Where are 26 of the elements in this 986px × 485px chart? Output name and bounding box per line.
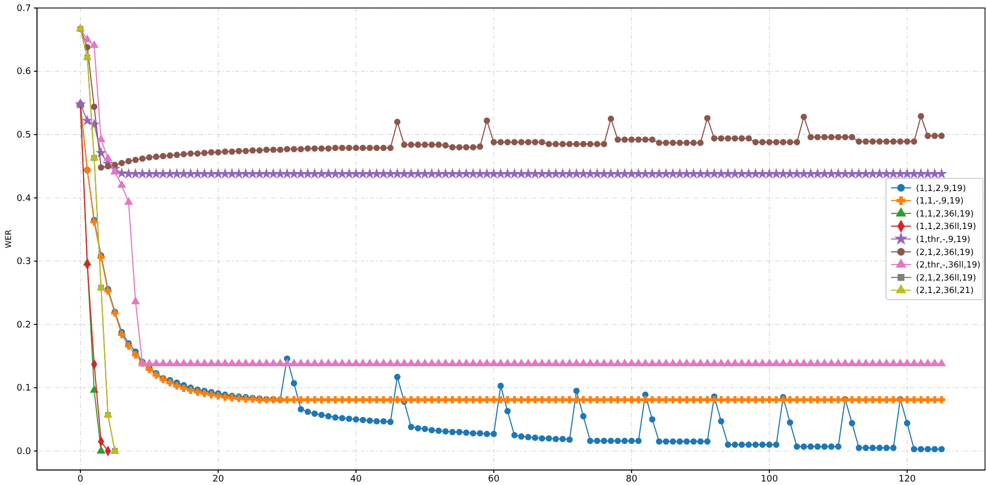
y-tick-label: 0.2 <box>16 320 31 330</box>
x-tick-label: 60 <box>488 474 500 484</box>
legend-label: (2,1,2,36l,21) <box>916 286 974 296</box>
x-tick-label: 0 <box>78 474 84 484</box>
legend-label: (2,thr,-,36ll,19) <box>916 260 980 271</box>
y-tick-label: 0.0 <box>16 446 32 457</box>
x-tick-label: 20 <box>212 474 224 484</box>
legend-label: (2,1,2,36l,19) <box>916 248 974 258</box>
x-tick-label: 80 <box>626 474 638 484</box>
y-tick-label: 0.6 <box>16 67 32 78</box>
x-tick-label: 40 <box>350 474 362 484</box>
legend-label: (2,1,2,36ll,19) <box>916 273 976 284</box>
y-axis-title: WER <box>4 229 13 248</box>
y-tick-label: 0.1 <box>16 384 31 394</box>
legend-label: (1,1,2,36l,19) <box>916 209 974 220</box>
legend-label: (1,thr,-,9,19) <box>916 234 970 245</box>
x-tick-label: 120 <box>898 474 916 484</box>
legend-label: (1,1,2,36ll,19) <box>916 222 976 232</box>
legend-label: (1,1,2,9,19) <box>916 184 966 194</box>
point <box>96 446 106 454</box>
y-tick-label: 0.7 <box>16 4 31 14</box>
y-tick-label: 0.3 <box>16 257 31 268</box>
y-tick-label: 0.5 <box>16 130 31 140</box>
legend-label: (1,1,-,9,19) <box>916 196 964 207</box>
x-tick-label: 100 <box>760 474 778 484</box>
y-tick-label: 0.4 <box>16 194 32 204</box>
